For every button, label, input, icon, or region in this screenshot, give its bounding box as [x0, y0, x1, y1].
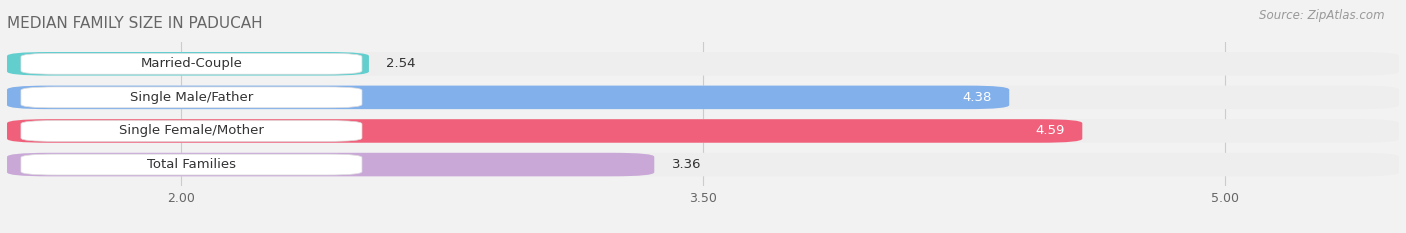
Text: Total Families: Total Families: [148, 158, 236, 171]
FancyBboxPatch shape: [7, 119, 1399, 143]
FancyBboxPatch shape: [7, 86, 1010, 109]
FancyBboxPatch shape: [21, 87, 361, 108]
Text: Married-Couple: Married-Couple: [141, 57, 242, 70]
Text: Single Female/Mother: Single Female/Mother: [120, 124, 264, 137]
FancyBboxPatch shape: [21, 154, 361, 175]
FancyBboxPatch shape: [7, 52, 368, 75]
Text: Single Male/Father: Single Male/Father: [129, 91, 253, 104]
FancyBboxPatch shape: [7, 153, 654, 176]
Text: 4.38: 4.38: [963, 91, 991, 104]
Text: 2.54: 2.54: [387, 57, 416, 70]
Text: Source: ZipAtlas.com: Source: ZipAtlas.com: [1260, 9, 1385, 22]
FancyBboxPatch shape: [7, 119, 1083, 143]
Text: 4.59: 4.59: [1036, 124, 1064, 137]
FancyBboxPatch shape: [21, 53, 361, 74]
FancyBboxPatch shape: [7, 86, 1399, 109]
FancyBboxPatch shape: [7, 153, 1399, 176]
FancyBboxPatch shape: [21, 120, 361, 141]
Text: MEDIAN FAMILY SIZE IN PADUCAH: MEDIAN FAMILY SIZE IN PADUCAH: [7, 16, 263, 31]
Text: 3.36: 3.36: [672, 158, 702, 171]
FancyBboxPatch shape: [7, 52, 1399, 75]
